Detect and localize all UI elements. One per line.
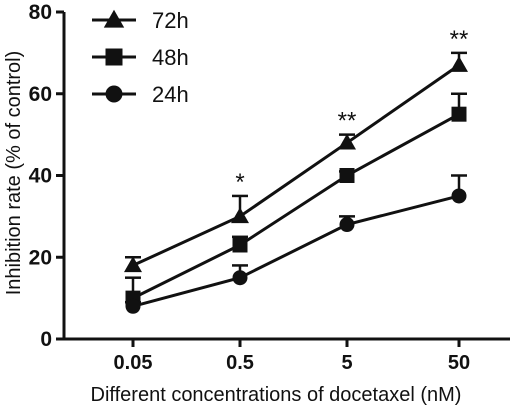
significance-annotations: ***** (235, 26, 468, 196)
series-72h (124, 51, 468, 273)
legend-label: 72h (152, 8, 189, 33)
y-axis-title: Inhibition rate (% of control) (3, 51, 25, 296)
y-tick-label: 20 (29, 246, 52, 269)
y-tick-label: 80 (29, 1, 52, 24)
series-24h (125, 174, 467, 314)
data-point (232, 237, 248, 253)
significance-marker: ** (450, 26, 469, 53)
significance-marker: * (235, 169, 244, 196)
series-layer (124, 51, 468, 314)
legend-item-48h: 48h (92, 45, 189, 70)
legend-label: 24h (152, 82, 189, 107)
data-point (231, 207, 249, 224)
axes: 0 20 40 60 80 0.05 0.5 5 50 (29, 1, 510, 374)
y-tick-label: 0 (40, 328, 52, 351)
data-point (339, 217, 355, 233)
data-point (338, 133, 356, 150)
legend-item-72h: 72h (92, 8, 189, 33)
x-axis-title: Different concentrations of docetaxel (n… (91, 384, 462, 406)
series-line (132, 194, 460, 308)
data-point (124, 256, 142, 273)
legend-marker-square (105, 48, 123, 66)
legend-marker-triangle (103, 9, 125, 28)
data-point (232, 270, 248, 286)
y-tick-label: 40 (29, 165, 52, 188)
x-tick-label: 0.5 (226, 352, 254, 374)
series-line (132, 112, 460, 300)
x-tick-label: 5 (341, 352, 352, 374)
series-48h (125, 92, 467, 306)
x-tick-label: 50 (448, 352, 470, 374)
data-point (339, 168, 355, 183)
data-point (451, 106, 467, 122)
legend-marker-circle (105, 85, 123, 103)
data-point (451, 188, 467, 204)
data-point (450, 56, 468, 72)
legend: 72h 48h 24h (92, 8, 189, 107)
legend-item-24h: 24h (92, 82, 189, 107)
data-point (125, 298, 141, 314)
series-line (132, 63, 460, 267)
significance-marker: ** (338, 108, 357, 135)
x-tick-label: 0.05 (114, 352, 153, 374)
legend-label: 48h (152, 45, 189, 70)
y-tick-label: 60 (29, 83, 52, 106)
